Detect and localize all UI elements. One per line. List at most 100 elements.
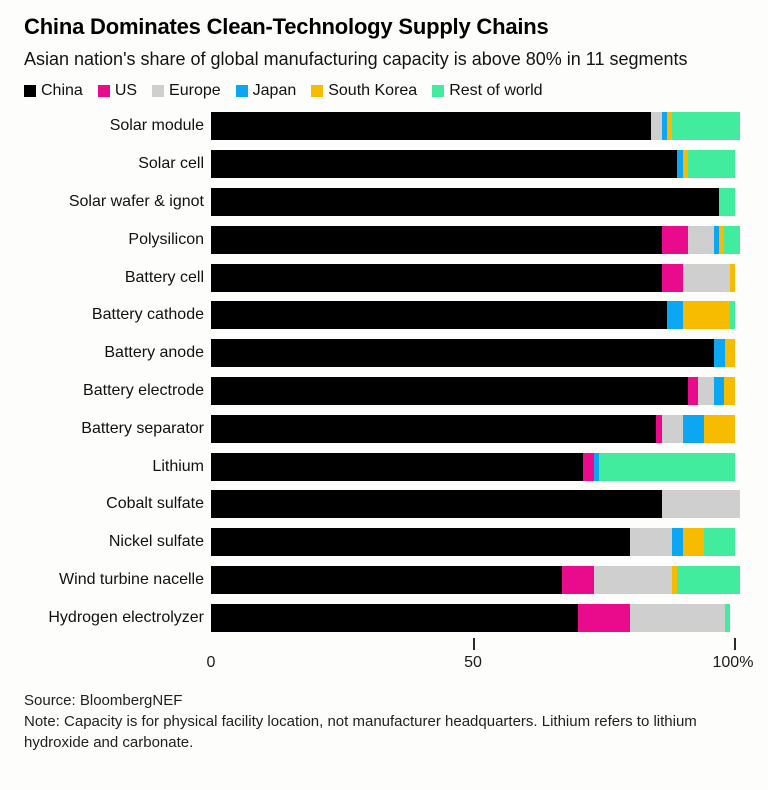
bar-segment-us	[656, 414, 662, 443]
legend-label: South Korea	[328, 82, 418, 100]
chart-row-cobalt-sulfate: Cobalt sulfate	[24, 490, 744, 519]
bar-segment-china	[211, 188, 720, 217]
bar-segment-china	[211, 263, 662, 292]
bar-segment-us	[562, 566, 594, 595]
chart-rows: Solar module Solar cell Solar wafer & igno…	[24, 112, 744, 632]
bar-segment-us	[661, 225, 688, 254]
bar-segment-china	[211, 452, 584, 481]
bar-segment-europe	[661, 414, 683, 443]
bar-segment-europe	[661, 490, 741, 519]
axis-label-0: 0	[206, 653, 216, 671]
bar-polysilicon	[211, 225, 741, 254]
bar-battery-cell	[211, 263, 735, 292]
chart-row-battery-separator: Battery separator	[24, 414, 744, 443]
category-label: Battery electrode	[83, 382, 204, 400]
chart-row-hydrogen-electrolyzer: Hydrogen electrolyzer	[24, 603, 744, 632]
stacked-bar-chart: Solar module Solar cell Solar wafer & igno…	[24, 112, 753, 676]
legend: China US Europe Japan South Korea Rest of wor…	[24, 82, 744, 100]
chart-row-battery-anode: Battery anode	[24, 339, 744, 368]
chart-row-polysilicon: Polysilicon	[24, 225, 744, 254]
bar-segment-china	[211, 414, 657, 443]
chart-row-nickel-sulfate: Nickel sulfate	[24, 528, 744, 557]
bar-wind-turbine-nacelle	[211, 566, 741, 595]
axis-tick-50	[473, 637, 475, 650]
category-label: Nickel sulfate	[108, 533, 204, 551]
bar-segment-us	[583, 452, 594, 481]
legend-label: Japan	[252, 82, 297, 100]
category-label: Battery anode	[104, 344, 204, 362]
source-note: Source: BloombergNEF	[24, 691, 183, 709]
legend-label: China	[41, 82, 83, 100]
bar-segment-china	[211, 112, 652, 141]
legend-label: US	[114, 82, 138, 100]
category-label: Wind turbine nacelle	[59, 571, 204, 589]
bar-segment-china	[211, 377, 688, 406]
chart-subtitle: Asian nation's share of global manufactu…	[24, 49, 688, 70]
category-label: Hydrogen electrolyzer	[48, 608, 204, 626]
bar-segment-china	[211, 490, 662, 519]
legend-item-south-korea: South Korea	[311, 82, 417, 100]
bar-segment-japan	[714, 339, 725, 368]
bar-segment-rest-of-world	[687, 150, 735, 179]
chart-row-battery-cathode: Battery cathode	[24, 301, 744, 330]
bar-battery-anode	[211, 339, 735, 368]
bar-segment-rest-of-world	[729, 301, 735, 330]
category-label: Battery cell	[124, 268, 204, 286]
legend-label: Europe	[169, 82, 221, 100]
legend-item-europe: Europe	[152, 82, 221, 100]
bar-solar-cell	[211, 150, 735, 179]
chart-row-solar-cell: Solar cell	[24, 150, 744, 179]
bar-segment-japan	[677, 150, 683, 179]
legend-swatch-us	[97, 85, 110, 98]
bar-segment-rest-of-world	[724, 603, 730, 632]
chart-row-wind-turbine-nacelle: Wind turbine nacelle	[24, 566, 744, 595]
legend-swatch-china	[24, 85, 36, 98]
legend-swatch-europe	[152, 85, 165, 98]
legend-swatch-south-korea	[311, 85, 324, 98]
bar-hydrogen-electrolyzer	[211, 603, 735, 632]
bar-segment-south-korea	[682, 528, 704, 557]
bar-segment-us	[577, 603, 631, 632]
bar-segment-europe	[682, 263, 730, 292]
bar-segment-japan	[682, 414, 704, 443]
x-axis: 0 50 100%	[207, 637, 753, 676]
bar-segment-china	[211, 603, 578, 632]
bar-battery-separator	[211, 414, 735, 443]
bar-segment-japan	[593, 452, 599, 481]
category-label: Cobalt sulfate	[106, 495, 204, 513]
bar-segment-south-korea	[729, 263, 735, 292]
bar-segment-south-korea	[719, 225, 725, 254]
category-label: Battery separator	[81, 419, 204, 437]
bar-lithium	[211, 452, 735, 481]
bar-battery-cathode	[211, 301, 735, 330]
category-label: Battery cathode	[91, 306, 204, 324]
bar-segment-rest-of-world	[703, 528, 735, 557]
bar-segment-japan	[672, 528, 683, 557]
bar-segment-china	[211, 225, 662, 254]
chart-footer: Source: BloombergNEF Note: Capacity is f…	[24, 690, 744, 754]
legend-item-rest-of-world: Rest of world	[432, 82, 543, 100]
legend-item-china: China	[24, 82, 83, 100]
methodology-note: Note: Capacity is for physical facility …	[24, 712, 697, 752]
bar-segment-japan	[666, 301, 683, 330]
bar-segment-rest-of-world	[677, 566, 741, 595]
bar-segment-europe	[630, 528, 673, 557]
legend-label: Rest of world	[449, 82, 543, 100]
axis-tick-100	[734, 637, 736, 650]
bar-segment-south-korea	[666, 112, 673, 141]
bar-segment-south-korea	[724, 339, 735, 368]
chart-row-battery-cell: Battery cell	[24, 263, 744, 292]
bar-segment-china	[211, 566, 563, 595]
bar-segment-rest-of-world	[719, 188, 735, 217]
bar-segment-japan	[661, 112, 667, 141]
bar-segment-south-korea	[682, 150, 688, 179]
bar-battery-electrode	[211, 377, 735, 406]
bar-segment-japan	[714, 377, 725, 406]
chart-row-battery-electrode: Battery electrode	[24, 377, 744, 406]
bar-segment-south-korea	[672, 566, 678, 595]
bar-segment-south-korea	[703, 414, 735, 443]
axis-label-100: 100%	[712, 653, 754, 671]
bar-segment-us	[661, 263, 683, 292]
category-label: Solar cell	[138, 155, 204, 173]
bar-segment-china	[211, 339, 715, 368]
